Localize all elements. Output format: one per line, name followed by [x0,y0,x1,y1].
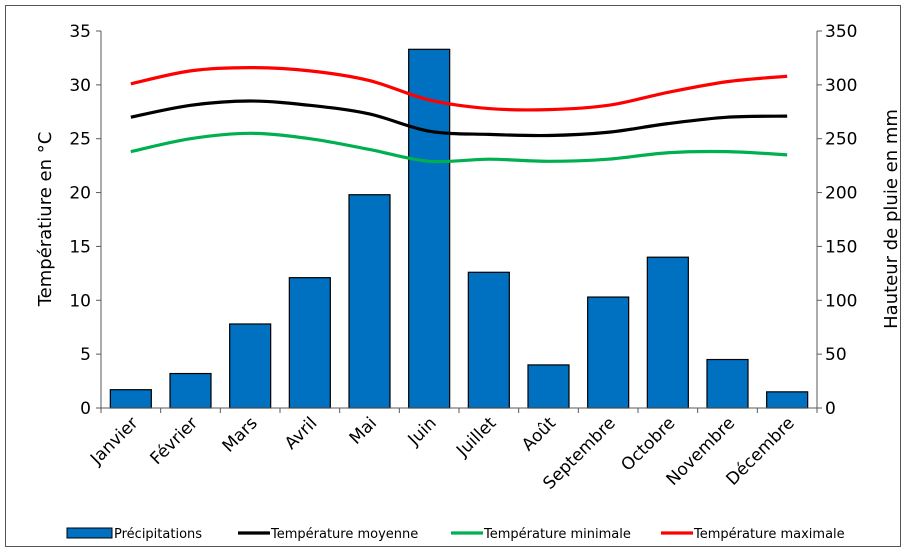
legend-label-1: Température moyenne [270,527,418,542]
x-ticks: Janvier Février Mars Avril Mai Juin Juillet Aoû… [86,408,818,494]
x-tick-label-avril: Avril [281,413,321,453]
chart-frame [5,5,901,547]
line-series-group [130,66,788,164]
right-y-axis-title: Hauteur de pluie en mm [881,109,902,329]
bar-septembre [587,296,630,409]
bar-mars [229,323,272,409]
line-series-1 [130,99,788,138]
x-tick-label-mars: Mars [219,413,262,456]
legend-label-2: Température minimale [483,527,631,542]
bar-novembre [706,358,749,409]
legend-label-3: Température maximale [693,527,845,542]
left-y-tick-label: 20 [69,184,91,204]
bar-février [169,372,212,409]
bar-avril [288,277,331,409]
right-y-tick-label: 100 [825,291,857,311]
x-tick-label-mai: Mai [346,413,381,448]
left-y-tick-label: 30 [69,76,91,96]
right-y-tick-label: 300 [825,76,857,96]
bar-octobre [646,256,689,409]
left-y-tick-label: 25 [69,130,91,150]
x-tick-label-août: Août [518,413,560,455]
left-y-ticks: 0 5 10 15 20 25 30 35 [69,22,101,419]
line-series-2 [130,131,788,164]
right-y-tick-label: 350 [825,22,857,42]
legend-label-0: Précipitations [114,527,202,542]
bar-janvier [109,389,152,409]
bar-août [527,364,570,409]
left-y-tick-label: 5 [80,345,91,365]
x-tick-label-février: Février [147,413,203,469]
bar-décembre [766,391,809,409]
bar-mai [348,194,391,409]
axes [100,31,818,409]
x-tick-label-juin: Juin [404,413,441,450]
right-y-tick-label: 150 [825,237,857,257]
right-y-tick-label: 0 [825,399,836,419]
bar-juillet [467,271,510,409]
x-tick-label-janvier: Janvier [86,413,142,469]
right-y-tick-label: 50 [825,345,847,365]
right-y-tick-label: 250 [825,130,857,150]
left-y-tick-label: 15 [69,237,91,257]
x-tick-label-juillet: Juillet [452,413,500,461]
left-y-tick-label: 35 [69,22,91,42]
legend-swatch-bar [66,527,113,539]
left-y-tick-label: 10 [69,291,91,311]
line-series-3 [130,66,788,112]
right-y-ticks: 0 50 100 150 200 250 300 350 [817,22,857,419]
x-tick-label-octobre: Octobre [617,413,679,475]
right-y-tick-label: 200 [825,184,857,204]
legend: Précipitations Température moyenne Tempéra… [66,527,845,542]
left-y-tick-label: 0 [80,399,91,419]
left-y-axis-title: Températiure en °C [35,132,56,308]
bar-series [109,48,809,409]
